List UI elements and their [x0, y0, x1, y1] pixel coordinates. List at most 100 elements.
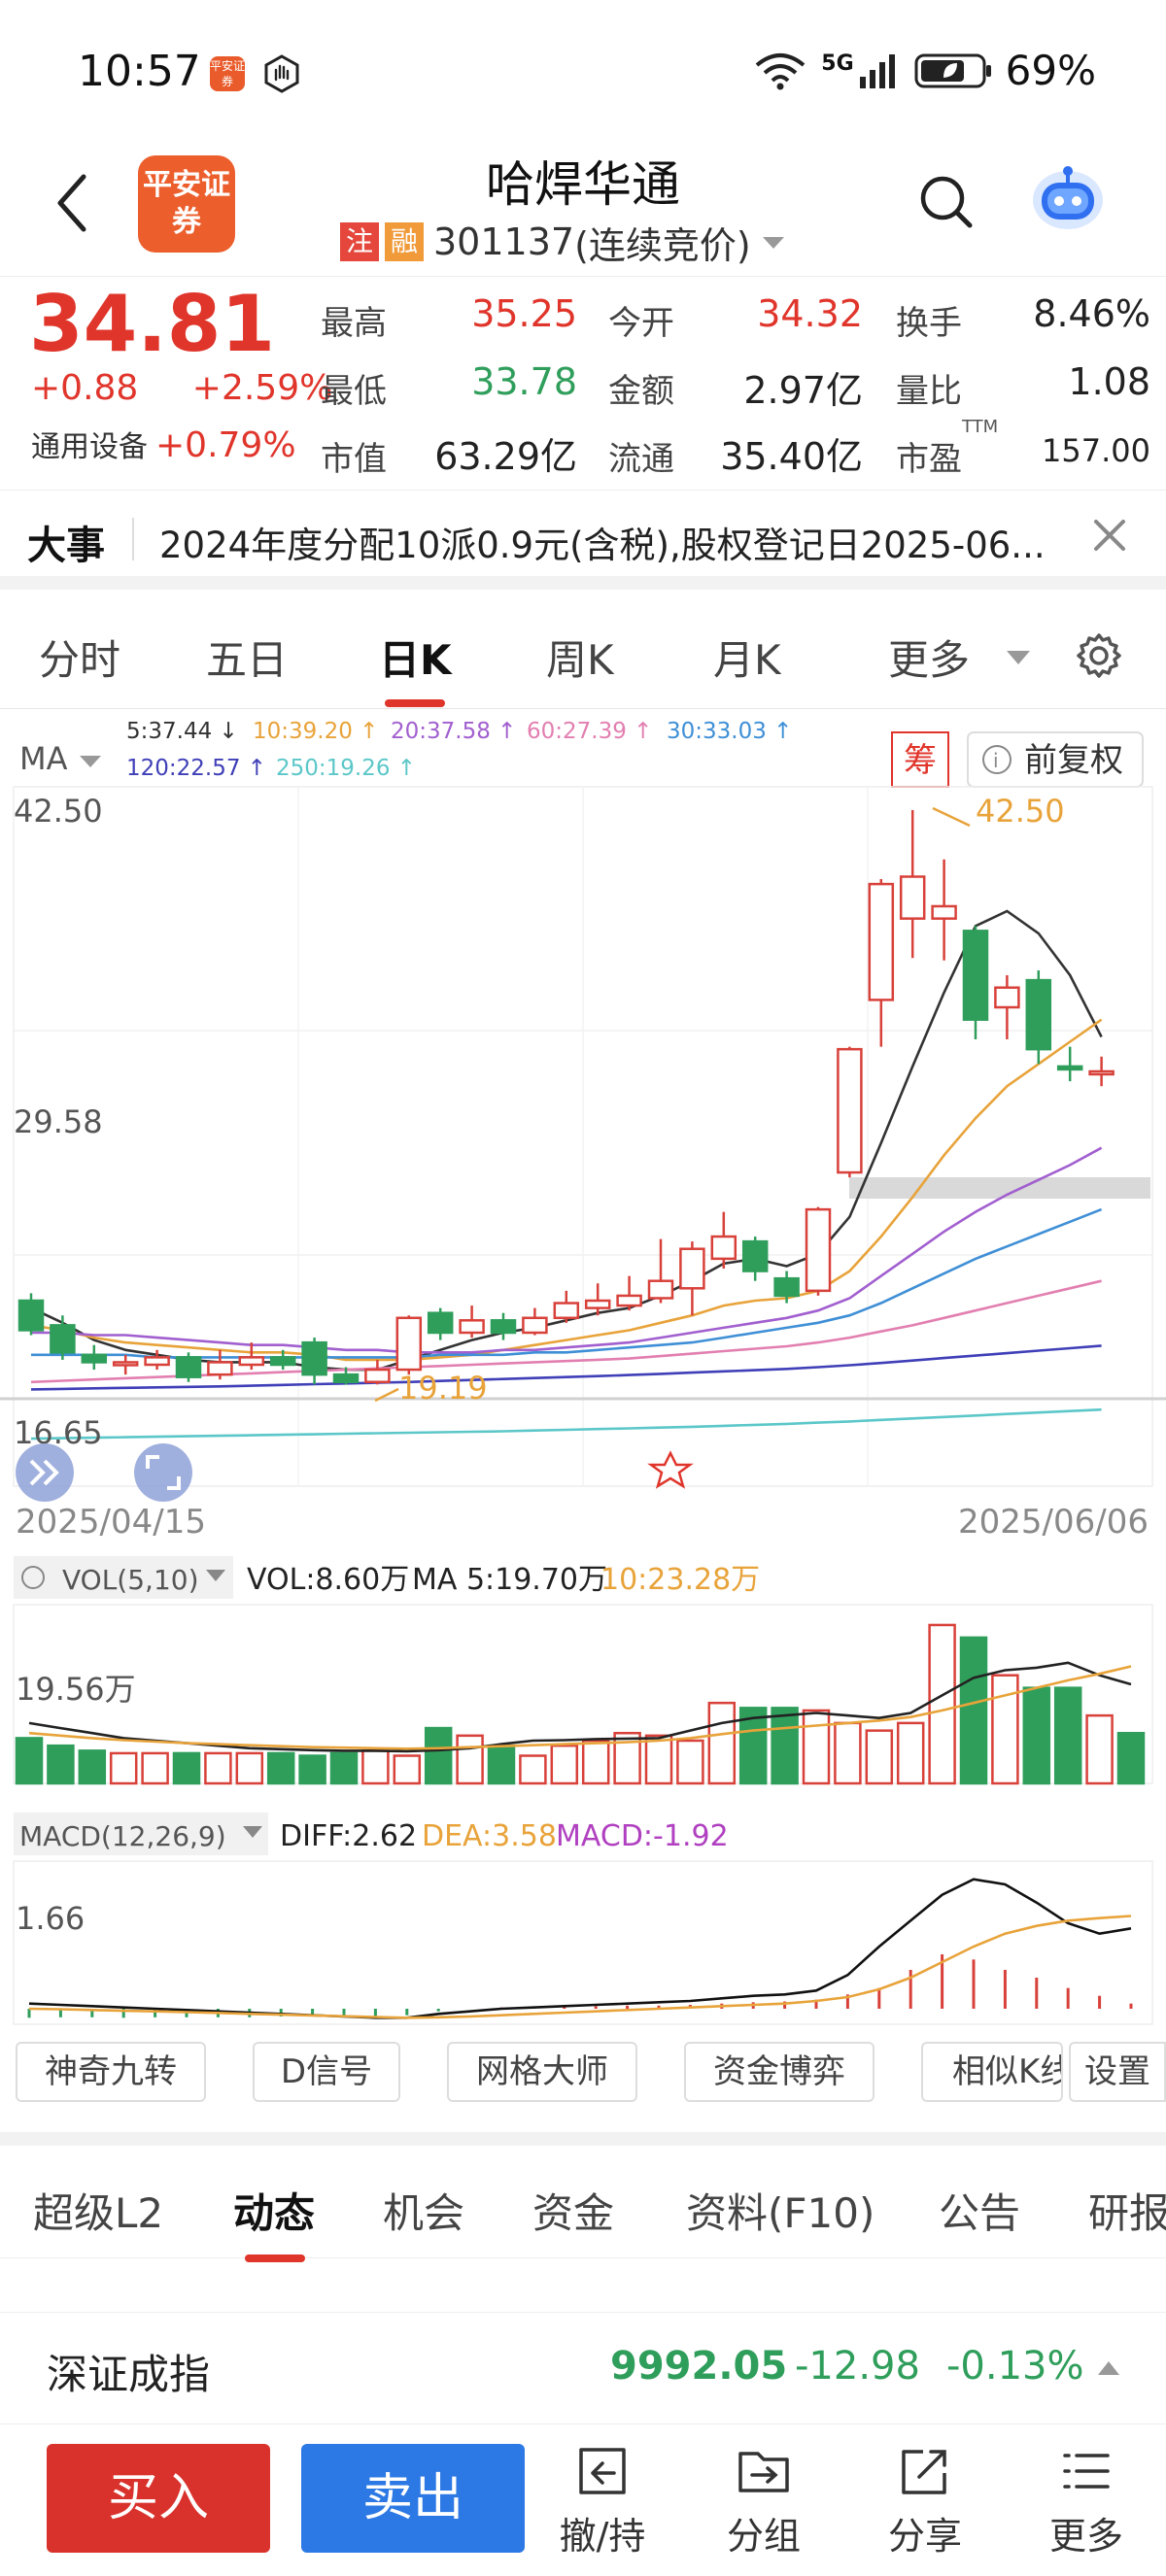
index-percent: -0.13%: [946, 2344, 1084, 2389]
close-icon[interactable]: [1090, 516, 1129, 555]
candle-body: [269, 1356, 296, 1367]
app-notification-icon: 平安证券: [210, 56, 245, 91]
value-open: 34.32: [757, 292, 863, 335]
tab-funds[interactable]: 资金: [532, 2189, 615, 2237]
value-market-cap: 63.29亿: [434, 435, 577, 478]
candle-body: [144, 1356, 170, 1367]
indicator-button-dsignal[interactable]: D信号: [253, 2042, 400, 2102]
buy-button[interactable]: 买入: [47, 2444, 270, 2553]
index-name: 深证成指: [47, 2351, 211, 2398]
tab-daily-k[interactable]: 日K: [379, 636, 452, 684]
macd-selector[interactable]: MACD(12,26,9): [19, 1820, 226, 1852]
tab-weekly-k[interactable]: 周K: [546, 636, 614, 684]
price-tick-top: 42.50: [14, 793, 103, 830]
tab-monthly-k[interactable]: 月K: [713, 636, 781, 684]
candle-body: [679, 1247, 705, 1290]
tab-research[interactable]: 研报: [1088, 2189, 1166, 2237]
vol-ma10: 10:23.28万: [600, 1563, 760, 1597]
back-arrow-icon[interactable]: [49, 169, 97, 237]
candle-body: [741, 1239, 769, 1272]
tab-five-day[interactable]: 五日: [206, 636, 289, 684]
indicator-button-similar-k[interactable]: 相似K线: [921, 2042, 1063, 2102]
ma-selector[interactable]: MA: [19, 740, 68, 777]
ma-legend-item: 30:33.03 ↑: [667, 719, 792, 744]
event-star-icon[interactable]: [647, 1450, 694, 1489]
dropdown-caret-icon: [762, 237, 784, 249]
stock-subline[interactable]: 注 融 301137 (连续竞价): [340, 218, 788, 267]
sell-button[interactable]: 卖出: [301, 2444, 525, 2553]
fullscreen-icon[interactable]: [134, 1443, 192, 1502]
candle-body: [81, 1353, 108, 1364]
tab-news-feed[interactable]: 动态: [233, 2189, 316, 2237]
tab-super-l2[interactable]: 超级L2: [33, 2189, 164, 2237]
settings-gear-icon[interactable]: [1075, 631, 1123, 680]
ma30-line: [31, 1207, 1103, 1359]
indicator-button-jiuzhuan[interactable]: 神奇九转: [16, 2042, 206, 2102]
macd-diff-line: [28, 1878, 1132, 2019]
candle-body: [805, 1207, 832, 1293]
kline-svg[interactable]: MA 5:37.44 ↓ 10:39.20 ↑ 20:37.58 ↑ 60:27.39…: [0, 709, 1166, 2088]
trade-status: (连续竞价): [574, 223, 751, 267]
volume-bar: [109, 1751, 138, 1785]
search-icon[interactable]: [917, 173, 976, 231]
sector-info[interactable]: 通用设备 +0.79%: [31, 423, 296, 465]
indicator-button-grid-master[interactable]: 网格大师: [447, 2042, 637, 2102]
group-button[interactable]: 分组: [705, 2444, 822, 2559]
candle-body: [647, 1279, 674, 1300]
volume-bar: [487, 1744, 516, 1785]
index-ticker[interactable]: 深证成指 9992.05 -12.98 -0.13%: [0, 2312, 1166, 2423]
tab-more[interactable]: 更多: [888, 636, 971, 684]
value-high: 35.25: [471, 292, 577, 335]
volume-bar: [865, 1729, 894, 1785]
vol-ma5: MA 5:19.70万: [412, 1563, 607, 1597]
tab-f10[interactable]: 资料(F10): [686, 2189, 875, 2237]
vol-caret-icon: [206, 1570, 225, 1581]
candle-body: [773, 1276, 800, 1298]
volume-bar: [393, 1754, 422, 1785]
ma250-line: [30, 1407, 1102, 1441]
candle-body: [962, 930, 989, 1021]
active-tab-indicator: [385, 699, 445, 707]
news-bar[interactable]: 大事 2024年度分配10派0.9元(含税),股权登记日2025-06...: [0, 492, 1166, 590]
current-price: 34.81: [29, 279, 276, 369]
candle-body: [395, 1316, 423, 1372]
ma-legend-item: 10:39.20 ↑: [253, 719, 378, 744]
min-price-label: 19.19: [398, 1370, 488, 1407]
tab-opportunity[interactable]: 机会: [383, 2189, 465, 2237]
max-marker-line: [932, 806, 971, 828]
indicator-button-fund-game[interactable]: 资金博弈: [684, 2042, 874, 2102]
candle-body: [584, 1299, 611, 1309]
index-expand-caret-icon[interactable]: [1096, 2357, 1121, 2377]
trade-action-bar: 买入 卖出 撤/持 分组 分享 更多: [0, 2423, 1166, 2576]
volume-bar: [581, 1739, 610, 1785]
chip-distribution-button[interactable]: 筹: [904, 741, 937, 780]
volume-bar: [204, 1751, 232, 1785]
label-volume-ratio: 量比: [896, 372, 962, 411]
value-pe: 157.00: [1042, 432, 1150, 469]
vol-selector[interactable]: VOL(5,10): [62, 1564, 199, 1596]
x-start-date: 2025/04/15: [16, 1503, 206, 1542]
stock-name: 哈焊华通: [486, 156, 680, 213]
share-button[interactable]: 分享: [867, 2444, 983, 2559]
cancel-hold-label: 撤/持: [559, 2515, 646, 2558]
ai-assistant-icon[interactable]: [1026, 161, 1110, 235]
folder-icon: [738, 2452, 789, 2492]
cancel-hold-button[interactable]: 撤/持: [544, 2444, 661, 2559]
adjust-mode-button[interactable]: 前复权: [1024, 741, 1123, 780]
macd-caret-icon: [243, 1826, 262, 1838]
ma20-line: [31, 1146, 1103, 1354]
kline-chart[interactable]: MA 5:37.44 ↓ 10:39.20 ↑ 20:37.58 ↑ 60:27.39…: [0, 709, 1166, 2088]
price-change: +0.88 +2.59%: [31, 368, 332, 408]
label-low: 最低: [321, 372, 387, 411]
indicator-settings-button[interactable]: 设置: [1069, 2042, 1166, 2102]
ma-legend-item: 5:37.44 ↓: [126, 719, 238, 744]
change-percent: +2.59%: [191, 368, 333, 408]
index-change: -12.98: [795, 2344, 920, 2389]
candle-body: [427, 1311, 454, 1335]
tab-announcements[interactable]: 公告: [939, 2189, 1021, 2237]
tab-intraday[interactable]: 分时: [39, 636, 121, 684]
more-button[interactable]: 更多: [1028, 2444, 1145, 2559]
candles: [17, 810, 1115, 1385]
label-high: 最高: [321, 304, 387, 343]
value-float-cap: 35.40亿: [720, 435, 863, 478]
